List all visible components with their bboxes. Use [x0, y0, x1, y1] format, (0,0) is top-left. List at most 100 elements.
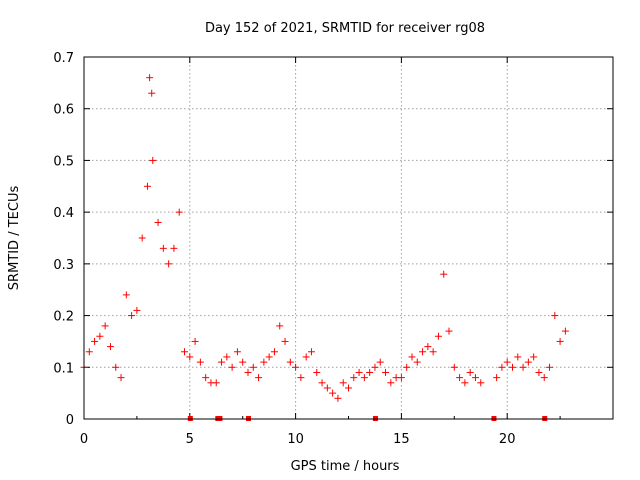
y-tick-label: 0.6	[53, 103, 74, 118]
data-point	[371, 363, 379, 371]
data-point	[159, 244, 167, 252]
data-point	[96, 332, 104, 340]
data-point	[149, 156, 157, 164]
data-point	[191, 337, 199, 345]
y-tick-label: 0	[66, 413, 74, 428]
data-point	[424, 343, 432, 351]
data-point	[535, 368, 543, 376]
data-point	[85, 348, 93, 356]
x-tick-label: 15	[393, 432, 410, 447]
data-point	[530, 353, 538, 361]
data-point	[181, 348, 189, 356]
data-point	[143, 182, 151, 190]
data-point	[366, 368, 374, 376]
y-tick-label: 0.1	[53, 361, 74, 376]
data-point	[546, 363, 554, 371]
axes: 0 0.1 0.2 0.3 0.4 0.5 0.6 0.7 0 5 10 15 20	[53, 51, 613, 447]
data-points	[80, 74, 569, 402]
data-point	[233, 348, 241, 356]
data-point	[249, 363, 257, 371]
data-point	[429, 348, 437, 356]
data-point	[382, 368, 390, 376]
data-point	[551, 312, 559, 320]
data-point	[334, 394, 342, 402]
data-point	[456, 374, 464, 382]
data-point	[329, 389, 337, 397]
x-tick-label: 10	[287, 432, 304, 447]
data-point	[228, 363, 236, 371]
data-point	[355, 368, 363, 376]
x-tick-label: 20	[499, 432, 516, 447]
data-point	[397, 374, 405, 382]
data-point	[218, 358, 226, 366]
data-point	[413, 358, 421, 366]
x-axis-label: GPS time / hours	[291, 459, 400, 474]
data-point	[519, 363, 527, 371]
data-point	[133, 306, 141, 314]
data-point	[318, 379, 326, 387]
data-point	[503, 358, 511, 366]
data-point	[122, 291, 130, 299]
data-point	[165, 260, 173, 268]
data-point	[265, 353, 273, 361]
data-point	[138, 234, 146, 242]
chart-title: Day 152 of 2021, SRMTID for receiver rg0…	[205, 21, 485, 36]
y-tick-label: 0.5	[53, 154, 74, 169]
data-point	[186, 353, 194, 361]
data-point	[255, 374, 263, 382]
y-tick-label: 0.2	[53, 310, 74, 325]
data-point	[286, 358, 294, 366]
data-point	[146, 74, 154, 82]
y-tick-label: 0.4	[53, 206, 74, 221]
data-point	[556, 337, 564, 345]
data-point	[212, 379, 220, 387]
x-tick-label: 5	[186, 432, 194, 447]
data-point	[202, 374, 210, 382]
y-tick-label: 0.7	[53, 51, 74, 66]
data-point	[154, 218, 162, 226]
data-point	[117, 374, 125, 382]
data-point	[345, 384, 352, 392]
data-point	[419, 348, 427, 356]
data-point	[260, 358, 268, 366]
plot-frame	[83, 56, 614, 420]
data-point	[106, 343, 114, 351]
y-tick-label: 0.3	[53, 258, 74, 273]
data-point	[471, 374, 479, 382]
data-point	[101, 322, 109, 330]
data-point	[540, 374, 548, 382]
data-point	[223, 353, 231, 361]
data-point	[297, 374, 305, 382]
data-point	[561, 327, 569, 335]
data-point	[493, 374, 501, 382]
data-point	[461, 379, 469, 387]
data-point	[313, 368, 321, 376]
data-point	[239, 358, 247, 366]
data-point	[244, 368, 252, 376]
data-point	[148, 89, 156, 97]
data-point	[477, 379, 485, 387]
data-point	[450, 363, 458, 371]
data-point	[91, 337, 99, 345]
data-point	[323, 384, 331, 392]
data-point	[302, 353, 310, 361]
data-point	[276, 322, 284, 330]
data-point	[339, 379, 347, 387]
data-point	[514, 353, 522, 361]
data-point	[360, 374, 368, 382]
data-point	[112, 363, 120, 371]
data-point	[508, 363, 516, 371]
data-point	[408, 353, 416, 361]
data-point	[524, 358, 532, 366]
data-point	[387, 379, 395, 387]
data-point	[403, 363, 411, 371]
y-axis-label: SRMTID / TECUs	[7, 186, 22, 291]
data-point	[281, 337, 289, 345]
data-point	[445, 327, 453, 335]
data-point	[175, 208, 183, 216]
data-point	[466, 368, 474, 376]
data-point	[498, 363, 506, 371]
data-point	[440, 270, 448, 278]
x-tick-label: 0	[80, 432, 88, 447]
